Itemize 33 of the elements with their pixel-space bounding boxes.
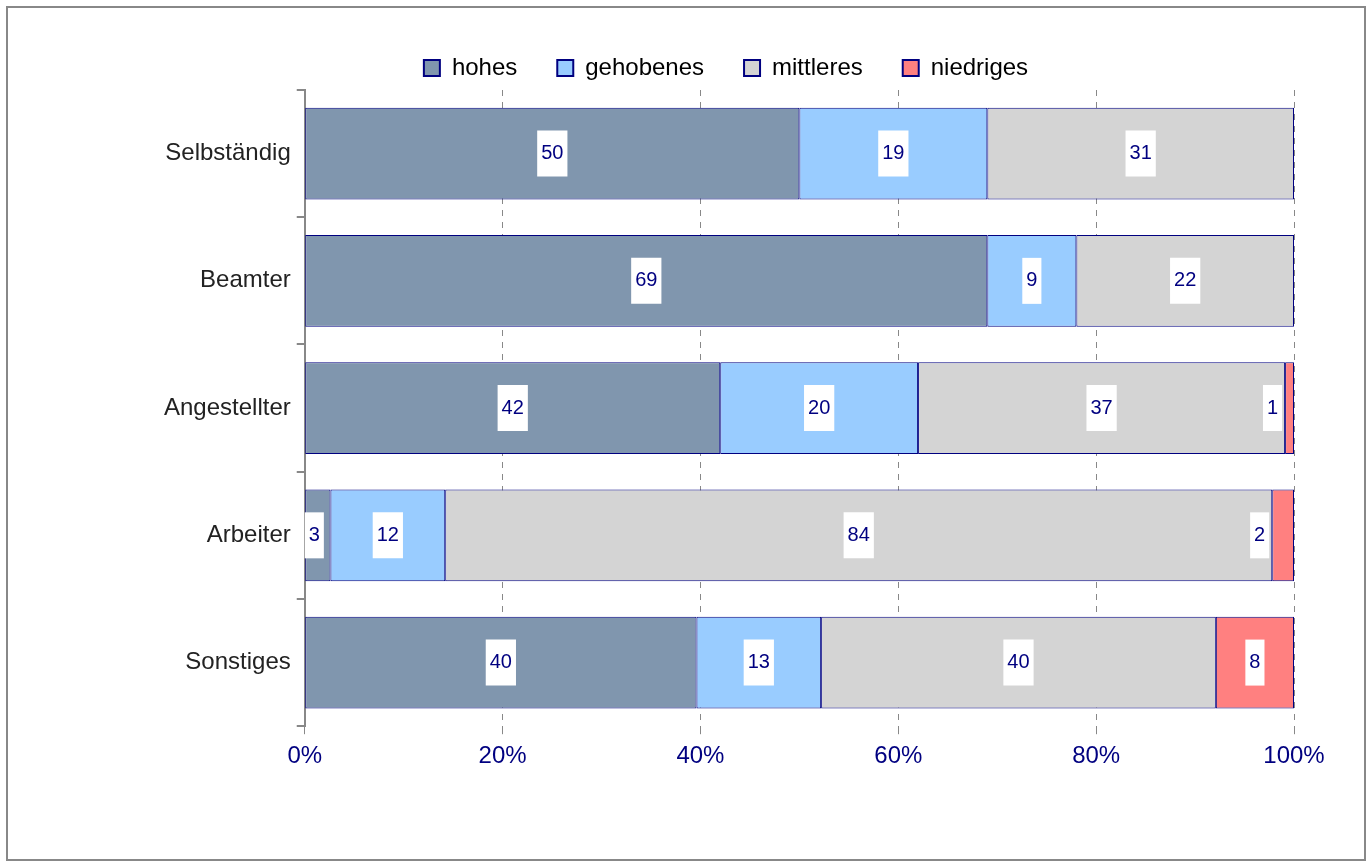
data-label: 8 [1249, 650, 1261, 673]
y-tick-label: Selbständig [165, 138, 291, 166]
y-tick-label: Sonstiges [185, 647, 291, 675]
x-tick-label: 40% [676, 741, 725, 769]
data-label: 20 [808, 395, 831, 418]
data-label: 84 [847, 522, 870, 545]
legend-label: mittleres [772, 52, 863, 80]
y-tick-label: Arbeiter [206, 519, 291, 547]
data-label: 22 [1174, 268, 1197, 291]
x-tick-label: 0% [287, 741, 323, 769]
y-tick-label: Beamter [200, 265, 291, 293]
data-label: 42 [501, 395, 524, 418]
data-label: 9 [1026, 268, 1038, 291]
data-label: 2 [1254, 522, 1266, 545]
legend-label: gehobenes [585, 52, 705, 80]
x-tick-label: 20% [478, 741, 527, 769]
x-tick-label: 60% [874, 741, 923, 769]
data-label: 19 [882, 141, 905, 164]
data-label: 13 [747, 650, 770, 673]
x-tick-label: 100% [1263, 741, 1325, 769]
data-label: 37 [1090, 395, 1113, 418]
data-label: 3 [308, 522, 320, 545]
data-label: 31 [1129, 141, 1152, 164]
legend-label: hohes [451, 52, 518, 80]
data-label: 12 [376, 522, 399, 545]
data-label: 1 [1266, 395, 1279, 418]
data-label: 69 [635, 268, 658, 291]
x-tick-label: 80% [1072, 741, 1121, 769]
data-label: 40 [1007, 650, 1030, 673]
legend-label: niedriges [930, 52, 1029, 80]
data-label: 40 [489, 650, 512, 673]
y-tick-label: Angestellter [163, 392, 291, 420]
data-label: 50 [541, 141, 564, 164]
